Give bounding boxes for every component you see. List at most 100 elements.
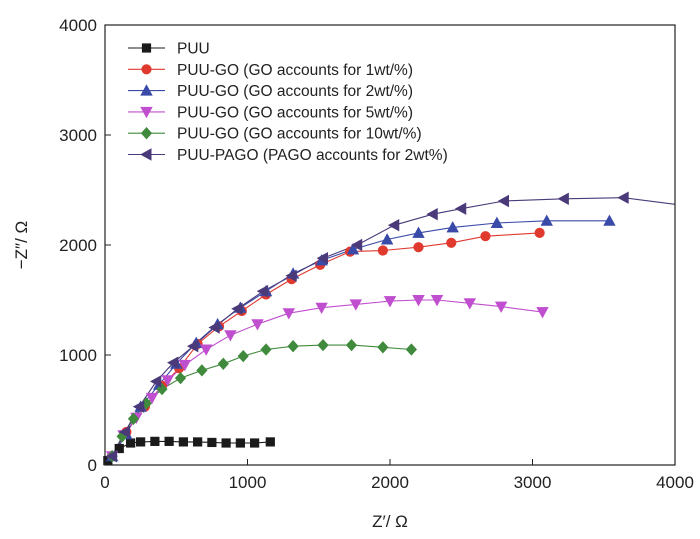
- legend-label: PUU-GO (GO accounts for 5wt/%): [177, 104, 413, 121]
- data-point: [287, 340, 299, 353]
- data-point: [126, 438, 136, 448]
- data-point: [413, 242, 424, 253]
- data-point: [196, 364, 208, 377]
- data-point: [463, 298, 477, 310]
- legend-marker: [141, 64, 152, 75]
- legend-label: PUU-GO (GO accounts for 2wt/%): [177, 83, 413, 100]
- x-tick-label: 3000: [514, 473, 552, 492]
- data-point: [315, 302, 328, 315]
- y-tick-label: 2000: [59, 236, 97, 255]
- data-point: [161, 375, 174, 387]
- series-markers: [103, 191, 629, 466]
- data-point: [497, 194, 510, 208]
- legend-label: PUU: [177, 41, 210, 58]
- data-point: [265, 437, 275, 447]
- legend-marker: [141, 43, 152, 53]
- data-point: [282, 308, 296, 320]
- data-point: [193, 437, 203, 447]
- data-point: [231, 302, 243, 316]
- legend-label: PUU-GO (GO accounts for 10wt/%): [177, 126, 422, 143]
- y-tick-label: 4000: [59, 16, 97, 35]
- data-point: [136, 437, 146, 447]
- legend-marker: [140, 84, 153, 96]
- data-point: [350, 238, 363, 252]
- data-point: [114, 443, 124, 454]
- data-point: [217, 357, 229, 370]
- y-tick-label: 1000: [59, 346, 97, 365]
- x-tick-label: 2000: [371, 473, 409, 492]
- data-point: [377, 341, 389, 354]
- data-point: [174, 371, 187, 385]
- data-point: [387, 218, 400, 232]
- x-tick-label: 0: [100, 473, 109, 492]
- data-point: [430, 294, 444, 307]
- data-point: [345, 338, 358, 352]
- data-point: [207, 437, 217, 448]
- data-point: [540, 214, 553, 226]
- data-point: [557, 192, 569, 206]
- legend-label: PUU-GO (GO accounts for 1wt/%): [177, 62, 413, 79]
- legend-label: PUU-PAGO (PAGO accounts for 2wt%): [177, 147, 448, 164]
- data-point: [167, 356, 179, 369]
- y-axis-label: −Z″/ Ω: [12, 221, 31, 270]
- data-point: [536, 307, 549, 319]
- series-line-tail: [623, 197, 676, 205]
- data-point: [199, 344, 213, 356]
- data-point: [349, 299, 363, 311]
- data-point: [118, 425, 130, 439]
- data-point: [150, 436, 160, 446]
- data-point: [405, 343, 417, 356]
- legend: PUU PUU-GO (GO accounts for 1wt/%) PUU-GO …: [128, 41, 448, 164]
- data-point: [446, 237, 457, 248]
- data-point: [426, 207, 438, 221]
- x-axis-label: Z′/ Ω: [372, 512, 408, 531]
- data-point: [317, 338, 329, 352]
- legend-marker: [140, 127, 153, 140]
- data-point: [480, 231, 491, 242]
- data-point: [534, 227, 545, 238]
- data-point: [603, 214, 616, 226]
- series-line-2: [111, 220, 610, 457]
- data-point: [221, 438, 231, 448]
- x-tick-label: 1000: [229, 473, 267, 492]
- series-line-5: [111, 197, 624, 457]
- data-point: [256, 284, 269, 298]
- legend-marker: [140, 106, 153, 119]
- y-tick-label: 0: [88, 456, 97, 475]
- y-tick-label: 3000: [59, 126, 97, 145]
- data-point: [224, 330, 237, 342]
- data-point: [490, 216, 504, 228]
- data-point: [178, 359, 192, 372]
- data-point: [237, 349, 249, 363]
- data-point: [251, 319, 264, 331]
- data-point: [412, 294, 425, 307]
- data-point: [383, 296, 397, 308]
- data-point: [132, 400, 145, 413]
- data-point: [454, 202, 467, 215]
- y-axis-ticks: 0 1000 2000 3000 4000: [59, 16, 111, 475]
- data-point: [156, 382, 168, 396]
- data-point: [260, 343, 272, 356]
- data-point: [105, 449, 118, 463]
- data-point: [377, 245, 388, 256]
- data-point: [235, 438, 245, 448]
- data-point: [149, 375, 162, 388]
- data-point: [346, 243, 360, 255]
- data-point: [380, 233, 394, 245]
- data-point: [208, 321, 220, 334]
- data-point: [412, 226, 425, 238]
- x-tick-label: 4000: [656, 473, 694, 492]
- data-point: [178, 437, 188, 447]
- data-point: [446, 221, 459, 233]
- legend-marker: [140, 148, 152, 161]
- x-axis-ticks: 0 1000 2000 3000 4000: [100, 459, 694, 492]
- data-point: [494, 301, 508, 313]
- data-point: [316, 251, 329, 265]
- data-point: [617, 191, 629, 204]
- data-point: [187, 339, 199, 353]
- data-point: [285, 269, 297, 283]
- data-point: [164, 436, 174, 446]
- data-point: [250, 438, 260, 448]
- series-lines: [107, 197, 676, 461]
